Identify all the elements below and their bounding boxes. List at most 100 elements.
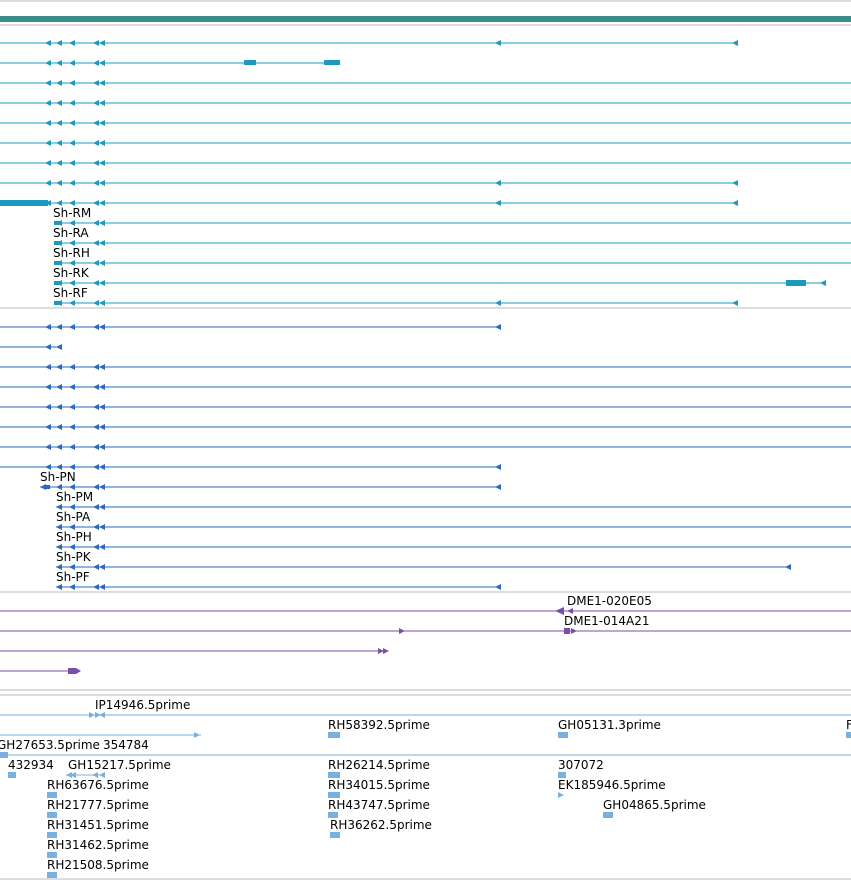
exon-arrow[interactable] xyxy=(45,444,51,450)
exon-arrow[interactable] xyxy=(99,464,105,470)
exon-arrow[interactable] xyxy=(99,444,105,450)
exon-arrow[interactable] xyxy=(99,220,105,226)
exon-arrow[interactable] xyxy=(45,80,51,86)
exon-arrow[interactable] xyxy=(69,464,75,470)
feature-label[interactable]: RH58392.5prime xyxy=(328,718,430,732)
exon-arrow[interactable] xyxy=(45,464,51,470)
exon-arrow[interactable] xyxy=(45,140,51,146)
exon-arrow[interactable] xyxy=(56,484,62,490)
feature-label[interactable]: RH63676.5prime xyxy=(47,778,149,792)
exon-arrow[interactable] xyxy=(93,424,99,430)
exon-arrow[interactable] xyxy=(45,180,51,186)
exon-block[interactable] xyxy=(786,280,806,286)
cdna-arrow[interactable] xyxy=(68,668,81,674)
exon-arrow[interactable] xyxy=(99,504,105,510)
exon-arrow[interactable] xyxy=(93,300,99,306)
exon-arrow[interactable] xyxy=(69,140,75,146)
exon-arrow[interactable] xyxy=(732,40,738,46)
exon-arrow[interactable] xyxy=(99,280,105,286)
exon-arrow[interactable] xyxy=(45,384,51,390)
feature-label[interactable]: Sh-PM xyxy=(56,490,94,504)
exon-block[interactable] xyxy=(47,872,57,878)
exon-arrow[interactable] xyxy=(93,240,99,246)
exon-arrow[interactable] xyxy=(99,240,105,246)
exon-block[interactable] xyxy=(603,812,613,818)
exon-arrow[interactable] xyxy=(93,180,99,186)
exon-arrow[interactable] xyxy=(69,80,75,86)
exon-arrow[interactable] xyxy=(99,564,105,570)
exon-arrow[interactable] xyxy=(69,444,75,450)
exon-arrow[interactable] xyxy=(69,404,75,410)
feature-label[interactable]: RH36262.5prime xyxy=(330,818,432,832)
feature-label[interactable]: 432934 xyxy=(8,758,54,772)
exon-block[interactable] xyxy=(8,772,16,778)
exon-block[interactable] xyxy=(54,241,60,245)
exon-arrow[interactable] xyxy=(93,364,99,370)
exon-arrow[interactable] xyxy=(495,484,501,490)
feature-label[interactable]: DME1-020E05 xyxy=(567,594,652,608)
exon-arrow[interactable] xyxy=(56,544,62,550)
exon-block[interactable] xyxy=(846,732,851,738)
feature-label[interactable]: RH21508.5prime xyxy=(47,858,149,872)
exon-arrow[interactable] xyxy=(93,100,99,106)
exon-block[interactable] xyxy=(328,812,338,818)
feature-label[interactable]: RH21777.5prime xyxy=(47,798,149,812)
exon-arrow[interactable] xyxy=(558,792,564,798)
feature-label[interactable]: GH27653.5prime xyxy=(0,738,100,752)
exon-arrow[interactable] xyxy=(56,344,62,350)
exon-arrow[interactable] xyxy=(93,160,99,166)
exon-arrow[interactable] xyxy=(56,100,62,106)
exon-arrow[interactable] xyxy=(99,404,105,410)
exon-arrow[interactable] xyxy=(56,584,62,590)
exon-arrow[interactable] xyxy=(93,444,99,450)
exon-arrow[interactable] xyxy=(99,260,105,266)
exon-arrow[interactable] xyxy=(69,60,75,66)
exon-arrow[interactable] xyxy=(571,628,577,634)
exon-block[interactable] xyxy=(44,485,50,489)
exon-arrow[interactable] xyxy=(56,524,62,530)
exon-block[interactable] xyxy=(328,772,340,778)
exon-block[interactable] xyxy=(324,60,340,65)
exon-block[interactable] xyxy=(328,792,340,798)
exon-arrow[interactable] xyxy=(99,60,105,66)
exon-arrow[interactable] xyxy=(56,324,62,330)
exon-arrow[interactable] xyxy=(495,300,501,306)
exon-arrow[interactable] xyxy=(732,300,738,306)
exon-arrow[interactable] xyxy=(56,200,62,206)
exon-arrow[interactable] xyxy=(99,300,105,306)
exon-arrow[interactable] xyxy=(99,484,105,490)
exon-arrow[interactable] xyxy=(399,628,405,634)
exon-arrow[interactable] xyxy=(93,140,99,146)
exon-arrow[interactable] xyxy=(56,564,62,570)
exon-arrow[interactable] xyxy=(495,584,501,590)
exon-arrow[interactable] xyxy=(99,80,105,86)
exon-arrow[interactable] xyxy=(495,200,501,206)
exon-arrow[interactable] xyxy=(69,160,75,166)
exon-block[interactable] xyxy=(47,812,57,818)
exon-arrow[interactable] xyxy=(56,504,62,510)
exon-arrow[interactable] xyxy=(56,464,62,470)
exon-arrow[interactable] xyxy=(56,404,62,410)
exon-arrow[interactable] xyxy=(93,504,99,510)
exon-arrow[interactable] xyxy=(99,424,105,430)
exon-arrow[interactable] xyxy=(45,324,51,330)
exon-block[interactable] xyxy=(54,281,60,285)
exon-arrow[interactable] xyxy=(56,140,62,146)
exon-arrow[interactable] xyxy=(69,544,75,550)
feature-label[interactable]: RH34015.5prime xyxy=(328,778,430,792)
cdna-arrow[interactable] xyxy=(555,607,564,615)
exon-arrow[interactable] xyxy=(99,544,105,550)
exon-block[interactable] xyxy=(47,792,57,798)
exon-block[interactable] xyxy=(558,772,566,778)
feature-label[interactable]: Sh-RF xyxy=(53,286,88,300)
feature-label[interactable]: Sh-PK xyxy=(56,550,91,564)
feature-label[interactable]: RH31451.5prime xyxy=(47,818,149,832)
exon-arrow[interactable] xyxy=(70,772,76,778)
exon-arrow[interactable] xyxy=(93,584,99,590)
exon-arrow[interactable] xyxy=(93,120,99,126)
gene-bar[interactable] xyxy=(0,16,851,22)
exon-block[interactable] xyxy=(330,832,340,838)
exon-arrow[interactable] xyxy=(93,200,99,206)
exon-arrow[interactable] xyxy=(194,732,200,738)
exon-arrow[interactable] xyxy=(56,424,62,430)
